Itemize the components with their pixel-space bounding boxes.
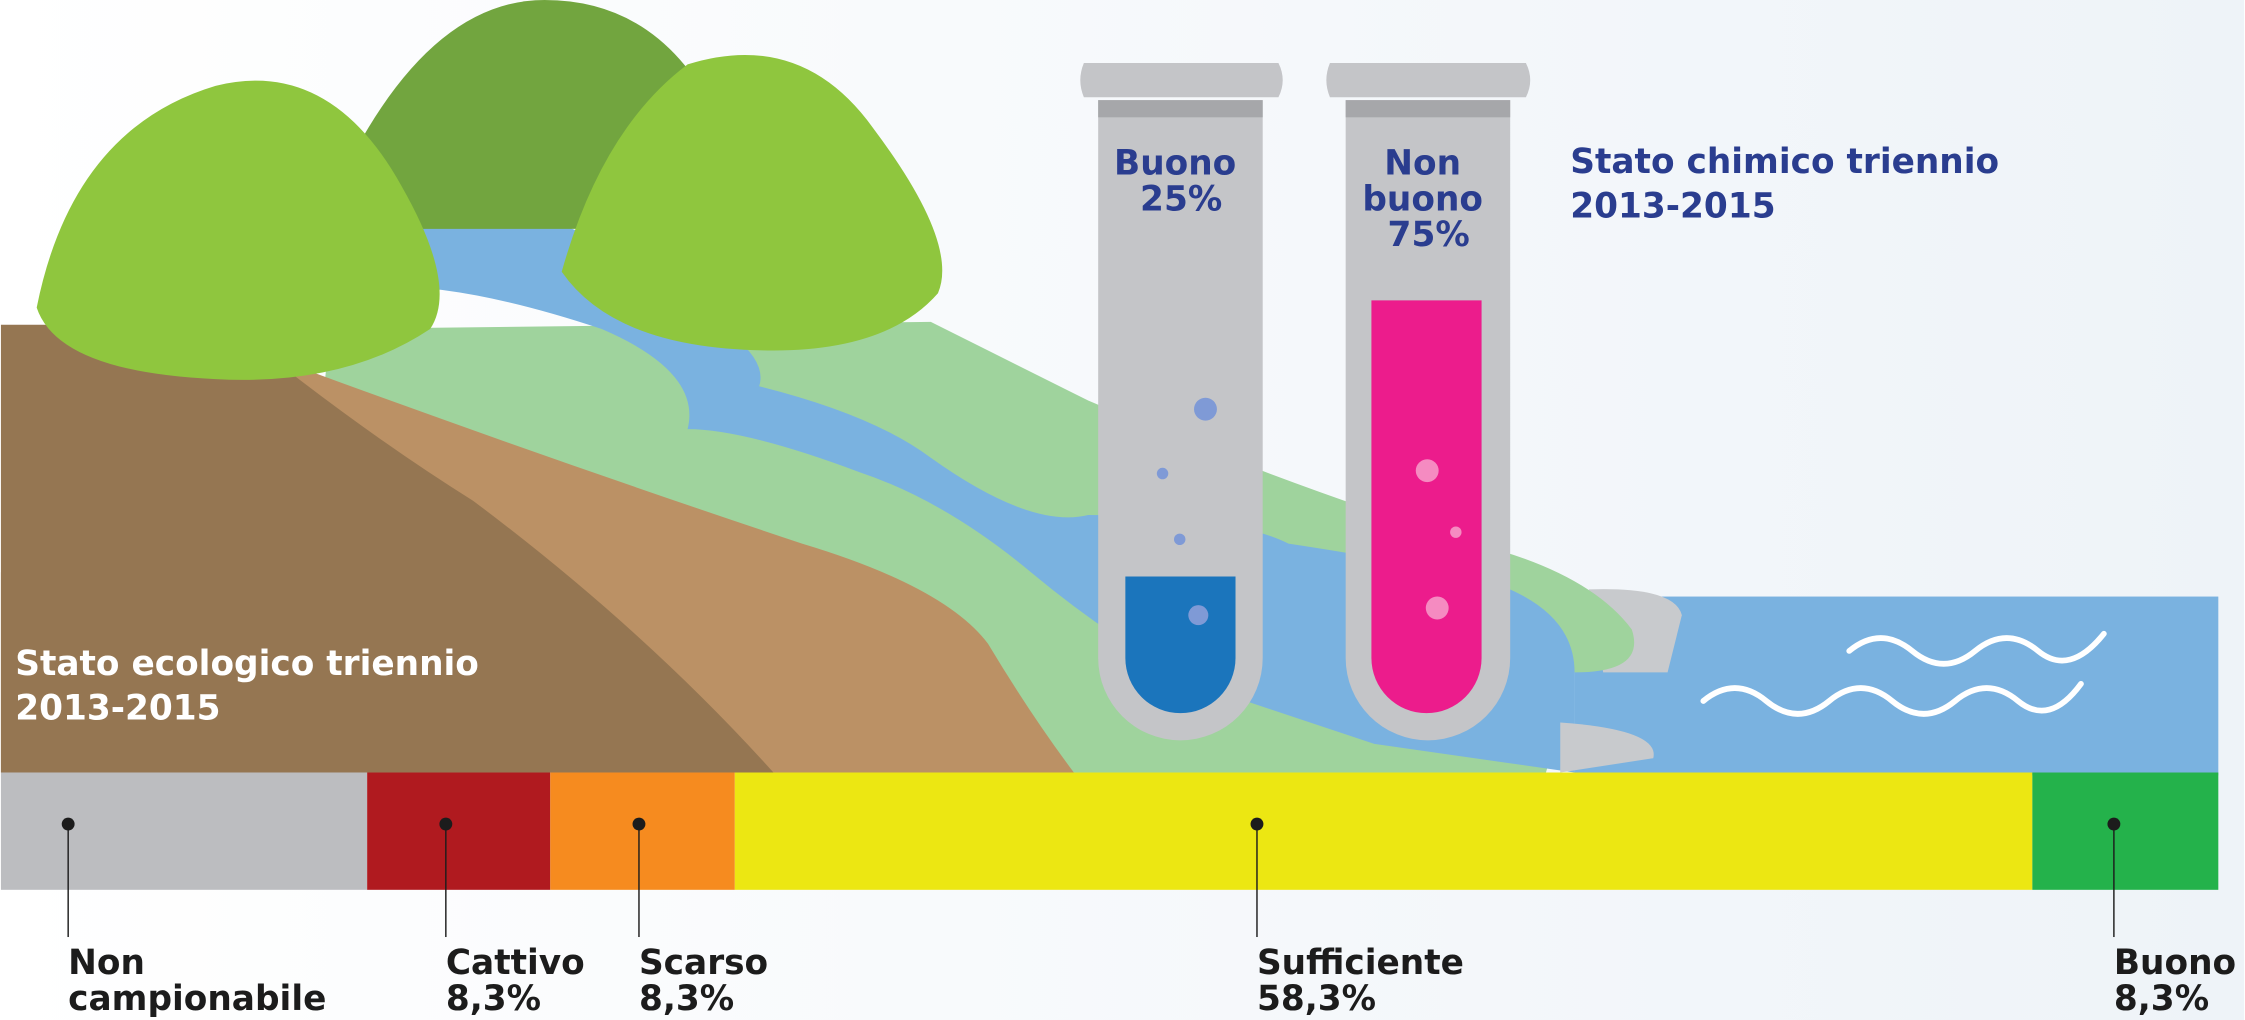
- class-label-line: 8,3%: [2114, 979, 2209, 1019]
- class-label-line: Cattivo: [446, 943, 585, 983]
- tube-label-line: buono: [1362, 179, 1483, 219]
- class-label-line: 58,3%: [1257, 979, 1376, 1019]
- class-label-line: Buono: [2114, 943, 2236, 983]
- class-label-line: Scarso: [639, 943, 768, 983]
- page: {"chemical": {"title": ["Stato chimico t…: [0, 0, 2245, 1020]
- tube-label-line: 75%: [1388, 215, 1470, 255]
- class-segment: [367, 773, 550, 890]
- tube-label-line: Buono: [1114, 144, 1236, 184]
- tube-label-line: Non: [1384, 144, 1461, 184]
- tube-label-line: 25%: [1140, 179, 1222, 219]
- title-line: Stato chimico triennio: [1570, 142, 1999, 182]
- class-segment: [735, 773, 2033, 890]
- class-label-line: 8,3%: [639, 979, 734, 1019]
- class-label-line: Non: [68, 943, 145, 983]
- class-segment: [2032, 773, 2218, 890]
- infographic: Buono 25% Non buono 75% Stato chimico tr…: [0, 0, 2245, 1020]
- title-line: 2013-2015: [15, 689, 220, 729]
- title-line: Stato ecologico triennio: [15, 644, 479, 684]
- title-line: 2013-2015: [1570, 186, 1775, 226]
- class-label-line: campionabile: [68, 979, 326, 1019]
- class-label-line: 8,3%: [446, 979, 541, 1019]
- class-label-line: Sufficiente: [1257, 943, 1464, 983]
- class-segment: [550, 773, 735, 890]
- class-segment: [1, 773, 367, 890]
